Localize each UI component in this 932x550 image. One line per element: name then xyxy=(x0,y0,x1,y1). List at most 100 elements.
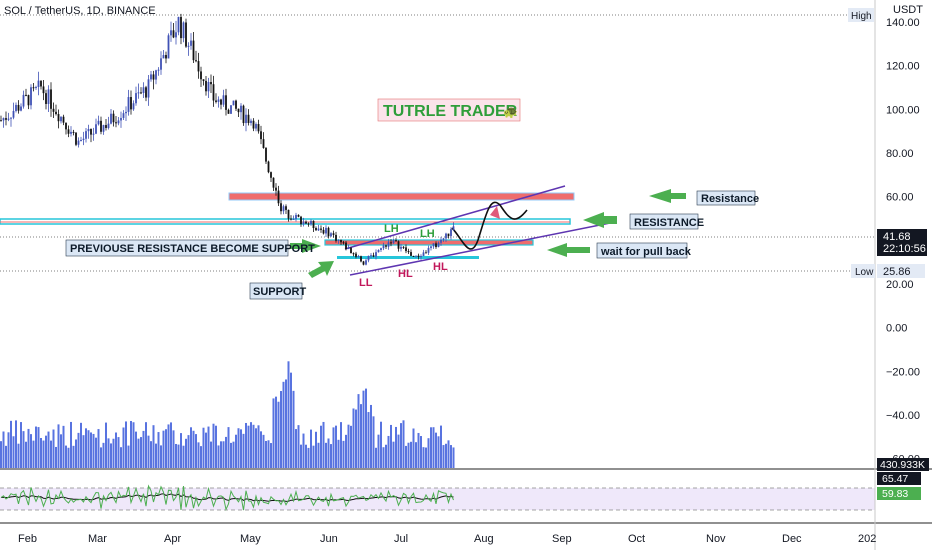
volume-bar xyxy=(242,433,245,468)
volume-bar xyxy=(192,430,195,468)
y-tick-label: 60.00 xyxy=(886,192,914,204)
candle-body xyxy=(192,40,195,61)
candle-body xyxy=(412,255,415,257)
x-tick-label: Mar xyxy=(88,533,107,545)
volume-bar xyxy=(212,423,215,468)
volume-bar xyxy=(355,409,357,468)
x-tick-label: Jul xyxy=(394,533,408,545)
candle-body xyxy=(255,124,257,129)
volume-bar xyxy=(350,425,352,468)
prev-resistance-box xyxy=(65,239,289,257)
candle-body xyxy=(370,255,372,257)
volume-bar xyxy=(407,442,410,468)
candle-body xyxy=(45,93,47,104)
candle-body xyxy=(90,128,92,135)
candle-body xyxy=(237,108,240,113)
volume-bar xyxy=(180,433,182,468)
arrow-support xyxy=(308,261,334,278)
volume-bar xyxy=(105,422,107,468)
x-tick-label: Jun xyxy=(320,533,338,545)
resistance-zone-upper xyxy=(228,192,575,201)
volume-bar xyxy=(150,441,152,468)
volume-bar xyxy=(362,390,365,468)
y-tick-label: −20.00 xyxy=(886,366,920,378)
arrow-prev-resistance xyxy=(290,239,321,253)
candle-body xyxy=(422,252,425,256)
volume-bar xyxy=(270,443,272,468)
candle-body xyxy=(302,221,305,225)
volume-bar xyxy=(145,422,147,468)
candle-body xyxy=(5,118,7,120)
candle-body xyxy=(67,129,70,134)
candle-body xyxy=(427,247,430,253)
volume-bar xyxy=(0,441,2,468)
pull-back-label: wait for pull back xyxy=(600,246,692,258)
last-price-badge xyxy=(877,229,927,256)
candle-body xyxy=(30,87,32,106)
candle-body xyxy=(330,233,332,237)
volume-bar xyxy=(417,432,420,468)
candle-body xyxy=(105,125,107,128)
candle-body xyxy=(242,105,245,124)
candle-body xyxy=(407,251,410,253)
y-tick-label: 80.00 xyxy=(886,148,914,160)
candle-body xyxy=(212,84,215,101)
candle-body xyxy=(220,99,222,105)
candle-body xyxy=(17,104,20,111)
volume-bar xyxy=(265,440,267,468)
candles xyxy=(0,13,455,266)
volume-bar xyxy=(87,430,90,468)
volume-bar xyxy=(152,425,155,468)
candle-body xyxy=(145,87,147,98)
candle-body xyxy=(322,229,325,234)
candle-body xyxy=(185,22,187,47)
volume-bar xyxy=(157,432,160,468)
volume-bar xyxy=(245,422,247,468)
candle-body xyxy=(137,92,140,94)
volume-bar xyxy=(225,436,227,468)
candle-body xyxy=(287,209,290,219)
volume-bar xyxy=(112,438,115,468)
candle-body xyxy=(360,256,362,262)
candle-body xyxy=(182,22,185,39)
support-label: SUPPORT xyxy=(253,286,306,298)
volume-bar xyxy=(337,439,340,468)
volume-bar xyxy=(252,424,255,468)
volume-bar xyxy=(275,396,277,468)
candle-body xyxy=(160,58,162,70)
candle-body xyxy=(405,247,407,252)
volume-bar xyxy=(285,379,287,468)
high-badge xyxy=(848,8,874,22)
low-badge xyxy=(851,264,875,278)
y-tick-label: 100.00 xyxy=(886,104,920,116)
support-zone-upper xyxy=(324,239,534,246)
candle-body xyxy=(22,94,25,107)
candle-body xyxy=(425,252,427,254)
volume-bar xyxy=(142,430,145,468)
pivot-ll: LL xyxy=(359,277,373,289)
volume-bar xyxy=(117,437,120,468)
y-tick-label: 140.00 xyxy=(886,17,920,29)
rsi-ma-value: 65.47 xyxy=(882,473,908,485)
x-axis-ticks: Feb Mar Apr May Jun Jul Aug Sep Oct Nov Dec 202 xyxy=(18,533,876,545)
candle-body xyxy=(385,245,387,247)
volume-bar xyxy=(45,435,47,468)
volume-bar xyxy=(412,428,415,468)
volume-bar xyxy=(445,443,447,468)
candle-body xyxy=(267,161,270,173)
candle-body xyxy=(235,100,237,109)
candle-body xyxy=(270,172,272,178)
x-tick-label: Oct xyxy=(628,533,645,545)
candle-body xyxy=(417,255,420,257)
candle-body xyxy=(260,131,262,140)
volume-bar xyxy=(377,434,380,468)
volume-bar xyxy=(297,425,300,468)
volume-bar xyxy=(15,420,17,468)
volume-bar xyxy=(197,442,200,468)
volume-bar xyxy=(392,441,395,468)
volume-bar xyxy=(247,425,250,468)
volume-bar xyxy=(207,426,210,468)
candle-body xyxy=(352,253,355,255)
